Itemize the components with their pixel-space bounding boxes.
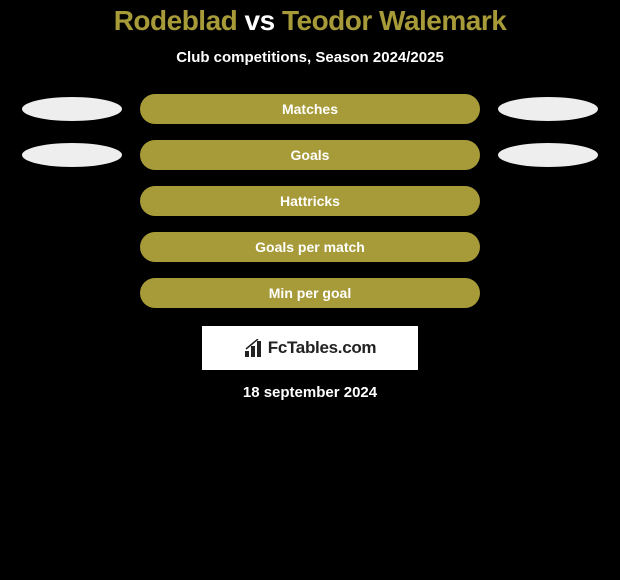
stat-bar: Hattricks: [140, 186, 480, 216]
player2-name: Teodor Walemark: [282, 5, 506, 36]
stat-rows: Matches Goals Hattricks Goals per match Min …: [0, 94, 620, 308]
stat-row: Goals per match: [0, 232, 620, 262]
stat-label: Matches: [282, 101, 338, 117]
logo-box: FcTables.com: [202, 326, 418, 370]
right-value-ellipse: [498, 143, 598, 167]
stat-bar: Goals per match: [140, 232, 480, 262]
page-title: Rodeblad vs Teodor Walemark: [0, 5, 620, 37]
comparison-chart: Rodeblad vs Teodor Walemark Club competi…: [0, 0, 620, 401]
stat-label: Goals per match: [255, 239, 365, 255]
stat-bar: Goals: [140, 140, 480, 170]
bars-icon: [244, 339, 264, 357]
stat-bar: Matches: [140, 94, 480, 124]
stat-row: Hattricks: [0, 186, 620, 216]
stat-label: Hattricks: [280, 193, 340, 209]
stat-row: Goals: [0, 140, 620, 170]
left-value-ellipse: [22, 143, 122, 167]
stat-label: Goals: [291, 147, 330, 163]
date-label: 18 september 2024: [0, 384, 620, 401]
stat-row: Matches: [0, 94, 620, 124]
player1-name: Rodeblad: [114, 5, 238, 36]
right-value-ellipse: [498, 97, 598, 121]
logo-text: FcTables.com: [268, 338, 377, 358]
stat-label: Min per goal: [269, 285, 351, 301]
vs-text: vs: [245, 5, 275, 36]
left-value-ellipse: [22, 97, 122, 121]
stat-row: Min per goal: [0, 278, 620, 308]
stat-bar: Min per goal: [140, 278, 480, 308]
subtitle: Club competitions, Season 2024/2025: [0, 49, 620, 66]
